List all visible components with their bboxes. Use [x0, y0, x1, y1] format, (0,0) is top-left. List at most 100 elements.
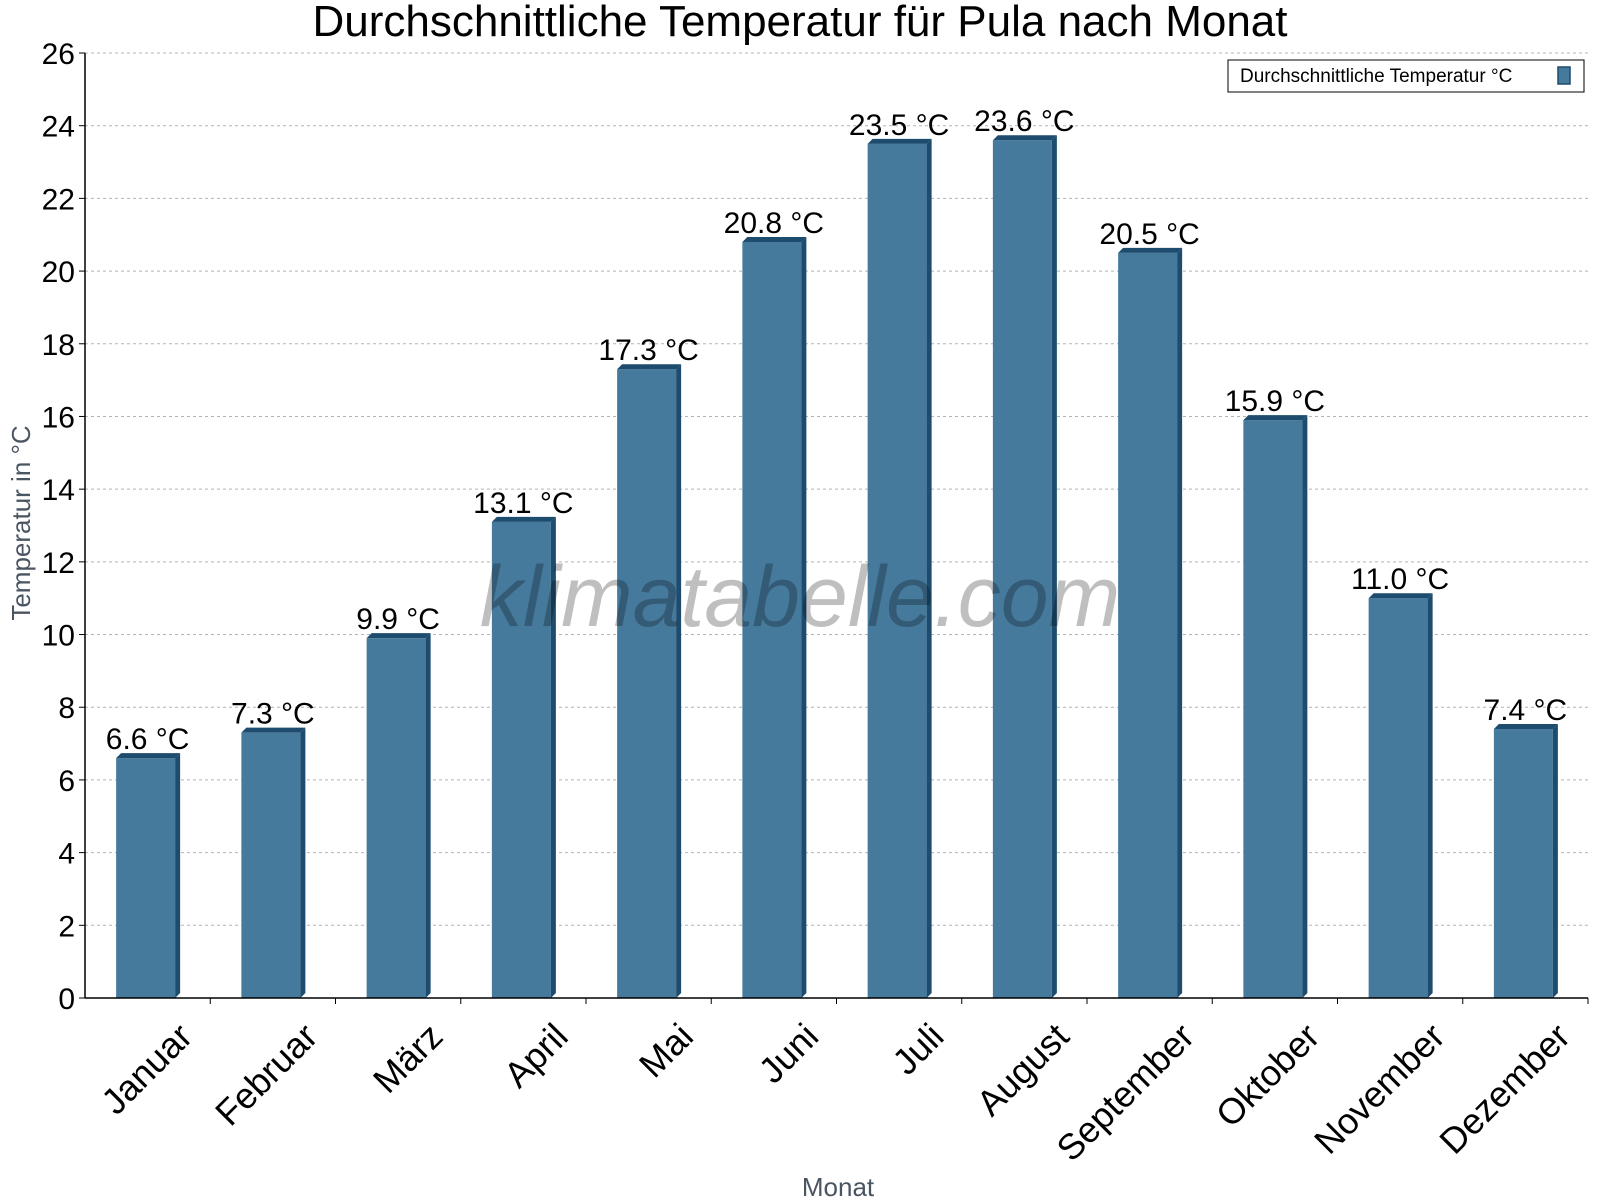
- bar: [867, 138, 932, 999]
- bar-face: [1118, 252, 1178, 999]
- bar-top: [617, 364, 682, 370]
- bar-face: [1493, 729, 1553, 998]
- bar-side: [1302, 415, 1308, 998]
- bar-top: [1368, 593, 1433, 599]
- grid-lines: [85, 52, 1588, 926]
- data-label: 13.1 °C: [473, 487, 573, 520]
- bar-side: [1552, 724, 1558, 998]
- y-tick-label: 20: [42, 256, 75, 289]
- data-label: 9.9 °C: [356, 603, 440, 636]
- bar: [617, 364, 682, 998]
- x-tick-label: Dezember: [1431, 1015, 1577, 1161]
- bar-top: [1493, 724, 1558, 730]
- bar-face: [1368, 598, 1428, 998]
- bar: [1368, 593, 1433, 998]
- x-tick-label: Januar: [93, 1015, 200, 1122]
- bar-top: [241, 727, 306, 733]
- bar: [1243, 415, 1308, 998]
- x-axis-ticks: Januar Februar März April Mai Juni Juli AugustS…: [93, 998, 1589, 1169]
- data-label: 20.8 °C: [724, 207, 824, 240]
- bar-top: [491, 516, 556, 522]
- bar-top: [1243, 415, 1308, 421]
- y-tick-label: 10: [42, 620, 75, 653]
- y-tick-label: 26: [42, 38, 75, 71]
- data-label: 6.6 °C: [106, 723, 190, 756]
- bar: [116, 753, 181, 998]
- bar-face: [992, 140, 1052, 998]
- bar: [742, 237, 807, 998]
- x-tick-label: April: [496, 1015, 576, 1095]
- bar: [491, 516, 556, 998]
- bar-face: [241, 732, 301, 998]
- x-axis-title: Monat: [802, 1172, 875, 1200]
- y-tick-label: 22: [42, 183, 75, 216]
- bar-top: [867, 138, 932, 144]
- x-tick-label: Juni: [751, 1015, 827, 1091]
- data-label: 7.4 °C: [1484, 694, 1568, 727]
- legend-swatch: [1557, 66, 1571, 85]
- x-tick-label: August: [968, 1015, 1076, 1123]
- bar-top: [366, 633, 431, 639]
- y-tick-label: 12: [42, 547, 75, 580]
- legend-box: [1227, 59, 1585, 93]
- legend: Durchschnittliche Temperatur °C: [1227, 59, 1585, 93]
- bar-side: [550, 516, 556, 998]
- bar-face: [366, 638, 426, 998]
- watermark: klimatabelle.com: [480, 549, 1120, 645]
- data-label: 23.6 °C: [974, 105, 1074, 138]
- x-tick-label: Mai: [631, 1015, 701, 1085]
- bar-face: [867, 143, 927, 999]
- y-tick-label: 8: [58, 692, 75, 725]
- bar-face: [617, 369, 677, 998]
- x-tick-label: Juli: [884, 1015, 951, 1082]
- bar-face: [1243, 420, 1303, 998]
- x-tick-label: September: [1048, 1015, 1202, 1169]
- bar-top: [742, 237, 807, 242]
- y-tick-label: 6: [58, 765, 75, 798]
- data-label: 20.5 °C: [1099, 218, 1199, 251]
- bar-top: [992, 135, 1057, 141]
- data-labels: 6.6 °C 7.3 °C 9.9 °C 13.1 °C 17.3 °C 20.8 °C 2…: [106, 105, 1567, 756]
- data-label: 11.0 °C: [1351, 563, 1449, 596]
- bar-side: [175, 753, 181, 998]
- bar-face: [491, 521, 551, 998]
- bar-side: [1051, 135, 1057, 998]
- bar-side: [801, 237, 807, 998]
- bar-top: [116, 753, 181, 759]
- y-tick-label: 18: [42, 329, 75, 362]
- bar-face: [742, 242, 802, 998]
- bar-side: [926, 138, 932, 999]
- y-tick-label: 24: [42, 111, 75, 144]
- y-tick-label: 14: [42, 474, 75, 507]
- chart-title: Durchschnittliche Temperatur für Pula na…: [312, 0, 1287, 46]
- bar-side: [300, 727, 306, 998]
- bar: [241, 727, 306, 998]
- axes: [84, 53, 1588, 999]
- x-tick-label: November: [1306, 1015, 1452, 1161]
- data-label: 15.9 °C: [1225, 385, 1325, 418]
- x-tick-label: Februar: [207, 1015, 325, 1133]
- y-tick-label: 0: [58, 983, 75, 1016]
- bars: [116, 135, 1558, 999]
- x-tick-label: März: [365, 1015, 451, 1101]
- bar: [1118, 247, 1183, 999]
- bar-face: [116, 758, 176, 998]
- bar-side: [1427, 593, 1433, 998]
- bar: [992, 135, 1057, 998]
- legend-label: Durchschnittliche Temperatur °C: [1240, 66, 1512, 87]
- data-label: 23.5 °C: [849, 109, 949, 142]
- data-label: 17.3 °C: [598, 334, 698, 367]
- bar: [366, 633, 431, 998]
- y-tick-label: 2: [58, 910, 75, 943]
- data-label: 7.3 °C: [231, 698, 315, 731]
- y-axis-title: Temperatur in °C: [6, 425, 36, 620]
- x-tick-label: Oktober: [1208, 1015, 1328, 1135]
- bar: [1493, 724, 1558, 998]
- y-tick-label: 16: [42, 401, 75, 434]
- y-tick-label: 4: [58, 838, 75, 871]
- bar-top: [1118, 247, 1183, 253]
- bar-side: [1177, 247, 1183, 999]
- bar-side: [676, 364, 682, 998]
